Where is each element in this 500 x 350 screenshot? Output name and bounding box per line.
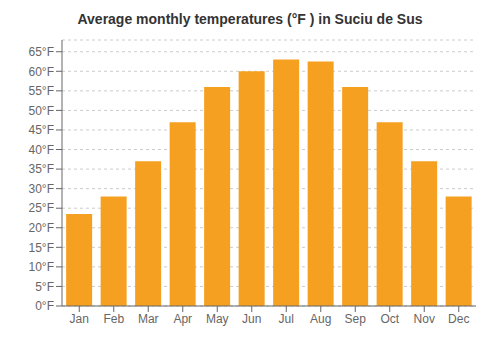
svg-text:Jul: Jul xyxy=(279,312,294,326)
svg-text:30°F: 30°F xyxy=(29,182,54,196)
svg-text:10°F: 10°F xyxy=(29,260,54,274)
svg-text:60°F: 60°F xyxy=(29,65,54,79)
svg-text:Jan: Jan xyxy=(70,312,89,326)
svg-text:Sep: Sep xyxy=(345,312,367,326)
svg-text:May: May xyxy=(206,312,229,326)
svg-text:45°F: 45°F xyxy=(29,123,54,137)
svg-text:55°F: 55°F xyxy=(29,84,54,98)
svg-text:40°F: 40°F xyxy=(29,143,54,157)
svg-text:5°F: 5°F xyxy=(35,280,54,294)
svg-text:Oct: Oct xyxy=(380,312,399,326)
svg-text:25°F: 25°F xyxy=(29,201,54,215)
svg-text:20°F: 20°F xyxy=(29,221,54,235)
svg-text:Mar: Mar xyxy=(138,312,159,326)
svg-text:65°F: 65°F xyxy=(29,45,54,59)
svg-text:0°F: 0°F xyxy=(35,299,54,313)
html-text:Average monthly temperatures (: Average monthly temperatures (°F ) in Su… xyxy=(77,11,423,27)
svg-text:15°F: 15°F xyxy=(29,241,54,255)
svg-text:Nov: Nov xyxy=(414,312,435,326)
svg-text:35°F: 35°F xyxy=(29,162,54,176)
svg-text:Feb: Feb xyxy=(103,312,124,326)
svg-text:Apr: Apr xyxy=(173,312,192,326)
svg-text:Aug: Aug xyxy=(310,312,331,326)
svg-text:50°F: 50°F xyxy=(29,104,54,118)
svg-text:Dec: Dec xyxy=(448,312,469,326)
svg-text:Jun: Jun xyxy=(242,312,261,326)
